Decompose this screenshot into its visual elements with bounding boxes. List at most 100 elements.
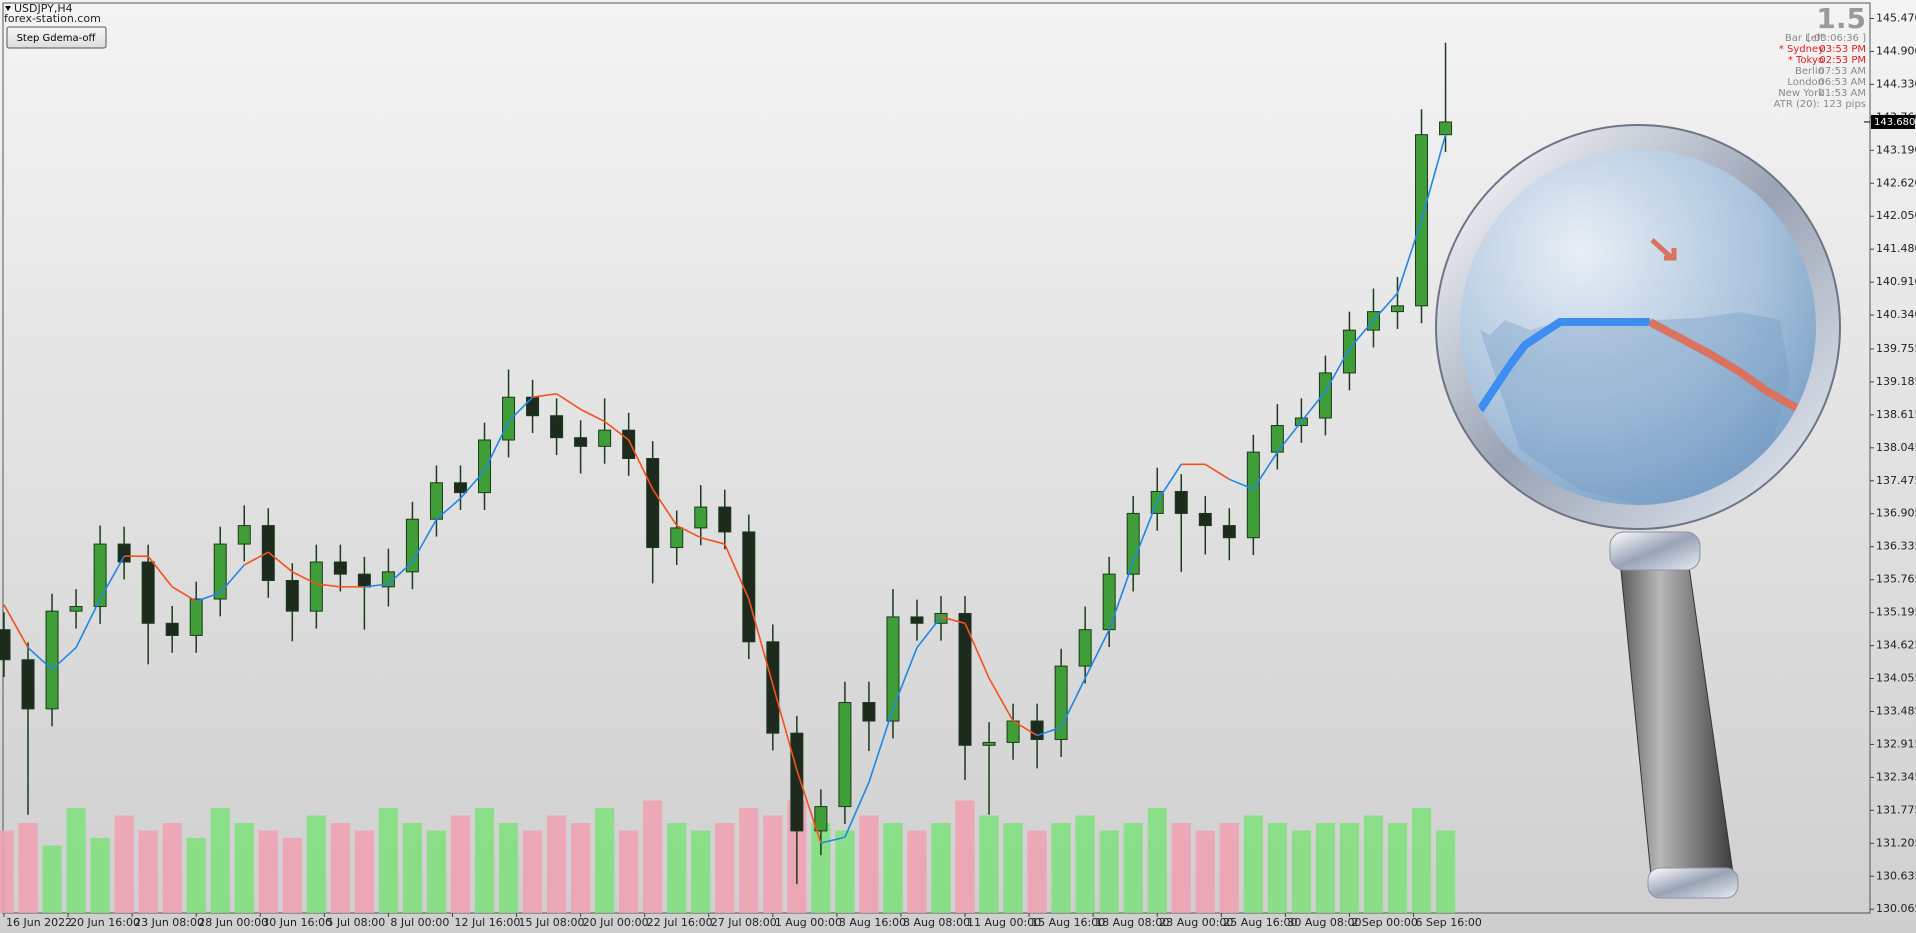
info-value: 06:53 AM xyxy=(1819,77,1866,88)
y-tick-label: 138.615 xyxy=(1876,408,1916,421)
gdema-segment xyxy=(676,524,702,539)
y-tick-label: 142.050 xyxy=(1876,209,1916,222)
indicator-button[interactable]: Step Gdema-off xyxy=(6,26,107,49)
candle-body xyxy=(1222,525,1236,539)
volume-bar xyxy=(378,808,399,913)
gdema-segment xyxy=(1012,720,1038,737)
candle-body xyxy=(502,396,516,441)
volume-bar xyxy=(1051,823,1071,913)
volume-bar xyxy=(18,823,38,913)
y-tick-label: 144.330 xyxy=(1876,77,1916,90)
button-label[interactable]: Step Gdema-off xyxy=(17,33,97,44)
candle-body xyxy=(1126,512,1140,575)
y-tick-label: 130.635 xyxy=(1876,869,1916,882)
gdema-segment xyxy=(748,598,774,685)
candle-body xyxy=(958,612,972,746)
gdema-segment xyxy=(483,421,510,471)
x-tick-label: 30 Jun 16:00 xyxy=(262,916,332,929)
y-tick-label: 143.190 xyxy=(1876,143,1916,156)
candle-body xyxy=(910,616,924,624)
y-tick-label: 132.345 xyxy=(1876,770,1916,783)
gdema-segment xyxy=(1348,319,1375,350)
volume-bar xyxy=(210,808,230,913)
gdema-segment xyxy=(604,420,630,441)
y-tick-label: 140.910 xyxy=(1876,275,1916,288)
gdema-segment xyxy=(243,551,269,566)
volume-bar xyxy=(258,830,278,913)
candle-body xyxy=(982,741,996,746)
gdema-segment xyxy=(27,646,53,671)
gdema-segment xyxy=(627,439,654,490)
volume-bar xyxy=(0,830,14,913)
gdema-segment xyxy=(195,591,221,603)
info-value: 07:53 AM xyxy=(1819,66,1866,77)
gdema-segment xyxy=(147,555,173,588)
candle-body xyxy=(1439,121,1453,136)
volume-bar xyxy=(643,800,663,913)
candle-body xyxy=(574,437,588,447)
volume-bar xyxy=(1171,823,1191,913)
candle-body xyxy=(622,429,636,459)
volume-bar xyxy=(1243,815,1263,913)
candle-body xyxy=(694,506,708,529)
volume-bar xyxy=(498,823,519,913)
volume-bar xyxy=(234,823,254,913)
candle-body xyxy=(838,702,852,808)
y-tick-label: 142.620 xyxy=(1876,176,1916,189)
gdema-segment xyxy=(99,555,125,600)
y-tick-label: 136.905 xyxy=(1876,507,1916,520)
y-tick-label: 130.065 xyxy=(1876,902,1916,915)
volume-bar xyxy=(1219,823,1239,913)
candle-body xyxy=(1390,305,1405,313)
gdema-segment xyxy=(556,393,582,411)
volume-bar xyxy=(474,808,495,913)
candle-body xyxy=(598,429,612,447)
info-label: Bar Left xyxy=(1785,33,1824,44)
gdema-segment xyxy=(820,836,846,844)
gdema-segment xyxy=(51,646,77,671)
gdema-segment xyxy=(892,647,918,710)
gdema-segment xyxy=(988,677,1014,722)
y-tick-label: 135.195 xyxy=(1876,606,1916,619)
y-tick-label: 139.185 xyxy=(1876,375,1916,388)
candle-body xyxy=(1198,512,1212,527)
gdema-segment xyxy=(1036,726,1062,737)
atr: ATR (20): 123 pips xyxy=(1774,99,1866,110)
gdema-segment xyxy=(652,488,678,527)
gdema-segment xyxy=(1229,478,1254,490)
candle-body xyxy=(862,702,876,722)
candle-body xyxy=(1270,425,1284,453)
spread: 1.5 xyxy=(1816,2,1866,35)
gdema-segment xyxy=(411,518,438,563)
button-frame[interactable] xyxy=(6,26,107,49)
volume-bar xyxy=(811,823,831,913)
gdema-segment xyxy=(868,708,894,783)
candle-body xyxy=(526,396,540,417)
x-tick-label: 15 Jul 08:00 xyxy=(519,916,585,929)
y-tick-label: 144.900 xyxy=(1876,44,1916,57)
volume-bar xyxy=(426,830,447,913)
symbol-toggle[interactable] xyxy=(5,6,11,11)
candle-body xyxy=(213,543,227,600)
volume-bar xyxy=(667,823,687,913)
gdema-segment xyxy=(1156,463,1182,502)
gdema-segment xyxy=(1252,451,1279,490)
info-label: New York xyxy=(1778,88,1824,99)
volume-bar xyxy=(354,830,374,913)
candle-body xyxy=(405,518,419,573)
current-price-label: 143.680 xyxy=(1874,117,1915,128)
y-tick-label: 135.765 xyxy=(1876,573,1916,586)
x-tick-label: 8 Jul 00:00 xyxy=(390,916,449,929)
gdema-segment xyxy=(1276,420,1303,453)
volume-bar xyxy=(1075,815,1095,913)
gdema-segment xyxy=(724,543,750,600)
volume-bar xyxy=(42,845,62,913)
gdema-segment xyxy=(171,586,197,603)
x-tick-label: 1 Aug 00:00 xyxy=(775,916,842,929)
candle-body xyxy=(718,506,732,533)
candle-body xyxy=(21,659,35,710)
gdema-segment xyxy=(1132,500,1158,563)
candle-body xyxy=(886,616,900,722)
current-price-box xyxy=(1871,114,1915,129)
